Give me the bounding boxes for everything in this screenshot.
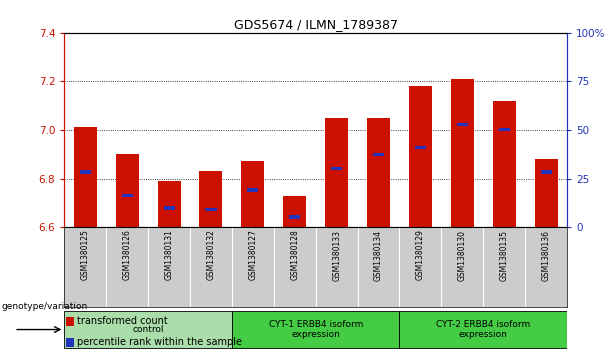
FancyBboxPatch shape (400, 311, 567, 348)
Text: GSM1380136: GSM1380136 (541, 229, 550, 281)
Text: GSM1380132: GSM1380132 (207, 229, 216, 280)
Text: percentile rank within the sample: percentile rank within the sample (77, 337, 242, 347)
Bar (457, 123, 468, 126)
Bar (289, 215, 300, 219)
Text: CYT-1 ERBB4 isoform
expression: CYT-1 ERBB4 isoform expression (268, 320, 363, 339)
Text: GSM1380125: GSM1380125 (81, 229, 90, 280)
FancyBboxPatch shape (64, 311, 232, 348)
Text: GSM1380133: GSM1380133 (332, 229, 341, 281)
Text: GSM1380126: GSM1380126 (123, 229, 132, 280)
Bar (74, 127, 97, 227)
Bar (541, 171, 552, 174)
Text: transformed count: transformed count (77, 316, 167, 326)
Bar (205, 208, 216, 211)
Text: genotype/variation: genotype/variation (2, 302, 88, 311)
Bar (451, 79, 474, 227)
Bar (158, 181, 181, 227)
Bar (121, 194, 133, 197)
Bar (116, 154, 139, 227)
Bar (409, 86, 432, 227)
Bar (373, 153, 384, 156)
Bar (242, 162, 264, 227)
Text: GSM1380134: GSM1380134 (374, 229, 383, 281)
Bar (283, 196, 306, 227)
Bar (535, 159, 558, 227)
Bar (164, 207, 175, 210)
Bar (493, 101, 516, 227)
Text: CYT-2 ERBB4 isoform
expression: CYT-2 ERBB4 isoform expression (436, 320, 530, 339)
Text: GSM1380128: GSM1380128 (290, 229, 299, 280)
Text: GSM1380130: GSM1380130 (458, 229, 467, 281)
Bar (247, 188, 259, 192)
Text: control: control (132, 325, 164, 334)
Text: GSM1380131: GSM1380131 (164, 229, 173, 280)
FancyBboxPatch shape (232, 311, 400, 348)
Bar (325, 118, 348, 227)
Bar (331, 167, 342, 171)
Title: GDS5674 / ILMN_1789387: GDS5674 / ILMN_1789387 (234, 19, 398, 32)
Text: GSM1380129: GSM1380129 (416, 229, 425, 280)
Bar (415, 146, 426, 149)
Bar (80, 171, 91, 174)
Bar (498, 128, 510, 131)
Bar (367, 118, 390, 227)
Text: GSM1380135: GSM1380135 (500, 229, 509, 281)
Bar (199, 171, 223, 227)
Text: GSM1380127: GSM1380127 (248, 229, 257, 280)
